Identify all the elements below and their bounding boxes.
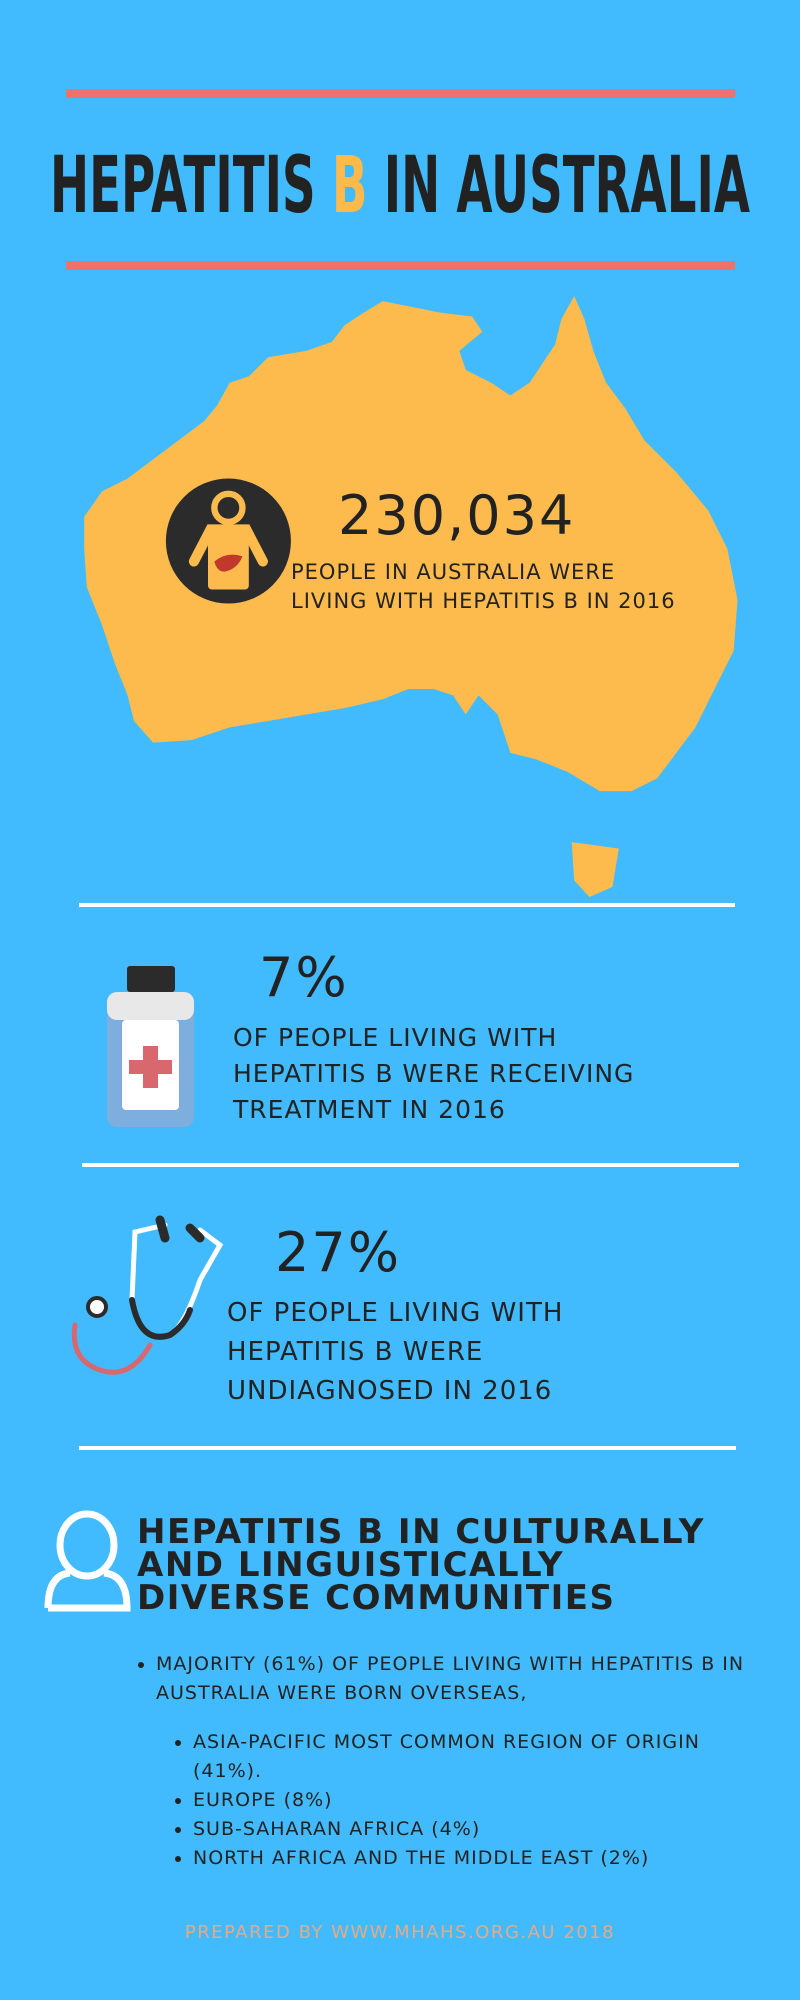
person-head bbox=[211, 490, 246, 526]
stethoscope-icon bbox=[71, 1215, 224, 1375]
head bbox=[56, 1510, 118, 1580]
sub-bullet: NORTH AFRICA AND THE MIDDLE EAST (2%) bbox=[193, 1844, 733, 1873]
stat-line: OF PEOPLE LIVING WITH bbox=[227, 1298, 564, 1328]
stat-line: UNDIAGNOSED IN 2016 bbox=[227, 1376, 553, 1406]
stat-text: OF PEOPLE LIVING WITH HEPATITIS B WERE R… bbox=[233, 1020, 634, 1128]
bottle-cap bbox=[127, 966, 175, 992]
bullet: MAJORITY (61%) OF PEOPLE LIVING WITH HEP… bbox=[156, 1650, 771, 1708]
stat-value: 230,034 bbox=[338, 484, 576, 547]
cross bbox=[129, 1060, 172, 1074]
tasmania bbox=[571, 842, 619, 898]
footer: PREPARED BY WWW.MHAHS.ORG.AU 2018 bbox=[184, 1922, 616, 1943]
bottle-neck bbox=[107, 992, 194, 1020]
title-part: HEPATITIS bbox=[50, 141, 332, 231]
bullet-list: MAJORITY (61%) OF PEOPLE LIVING WITH HEP… bbox=[156, 1650, 771, 1708]
tube-dark bbox=[129, 1297, 193, 1340]
stat-line: HEPATITIS B WERE bbox=[227, 1337, 484, 1367]
sub-bullet: ASIA-PACIFIC MOST COMMON REGION OF ORIGI… bbox=[193, 1728, 733, 1786]
person-outline-icon bbox=[44, 1510, 131, 1612]
stat-value: 27% bbox=[275, 1221, 402, 1284]
liver bbox=[214, 554, 243, 572]
title: HEPATITIS B IN AUSTRALIA bbox=[50, 141, 750, 231]
sub-bullet-list: ASIA-PACIFIC MOST COMMON REGION OF ORIGI… bbox=[193, 1728, 733, 1873]
divider bbox=[79, 903, 735, 907]
tube-red bbox=[71, 1322, 153, 1375]
sub-bullet: EUROPE (8%) bbox=[193, 1786, 733, 1815]
stat-line: TREATMENT IN 2016 bbox=[233, 1095, 506, 1124]
stat-line: HEPATITIS B WERE RECEIVING bbox=[233, 1059, 635, 1088]
divider bbox=[79, 1446, 736, 1450]
stat-line: PEOPLE IN AUSTRALIA WERE bbox=[291, 560, 616, 584]
title-part: IN AUSTRALIA bbox=[367, 141, 750, 231]
tube bbox=[129, 1222, 224, 1340]
stat-line: OF PEOPLE LIVING WITH bbox=[233, 1023, 558, 1052]
title-part: B bbox=[332, 141, 368, 231]
section-heading: HEPATITIS B IN CULTURALLY AND LINGUISTIC… bbox=[137, 1512, 705, 1618]
chestpiece bbox=[86, 1296, 108, 1318]
divider bbox=[82, 1163, 739, 1167]
mainland bbox=[84, 296, 738, 792]
heading-line: HEPATITIS B IN CULTURALLY bbox=[137, 1512, 705, 1552]
heading-line: DIVERSE COMMUNITIES bbox=[137, 1578, 616, 1618]
stat-text: OF PEOPLE LIVING WITH HEPATITIS B WERE U… bbox=[227, 1294, 563, 1411]
stat-text: PEOPLE IN AUSTRALIA WERE LIVING WITH HEP… bbox=[291, 558, 676, 616]
earpieces bbox=[155, 1215, 205, 1243]
stat-line: LIVING WITH HEPATITIS B IN 2016 bbox=[291, 589, 676, 613]
stat-value: 7% bbox=[259, 946, 349, 1009]
sub-bullet: SUB-SAHARAN AFRICA (4%) bbox=[193, 1815, 733, 1844]
australia-map bbox=[84, 296, 738, 898]
heading-line: AND LINGUISTICALLY bbox=[137, 1545, 565, 1585]
rule-bottom bbox=[66, 261, 735, 270]
bottle-icon bbox=[107, 966, 194, 1127]
rule-top bbox=[66, 89, 735, 98]
shoulders bbox=[44, 1569, 131, 1612]
